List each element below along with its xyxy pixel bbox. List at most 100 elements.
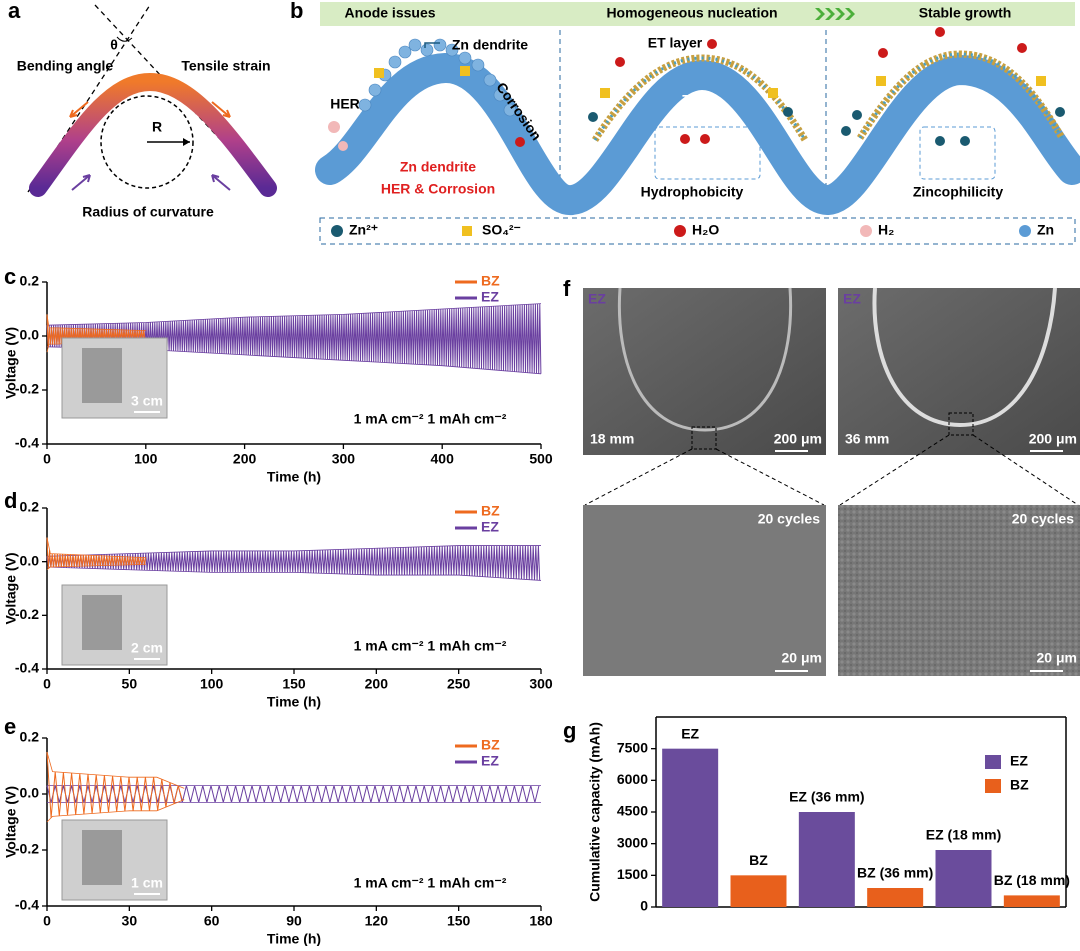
- legend-label: EZ: [481, 753, 499, 769]
- label: EZ: [588, 291, 606, 307]
- upper-envelope: [46, 303, 542, 326]
- scale-label: 200 μm: [1029, 431, 1077, 447]
- label: Zincophilicity: [913, 184, 1003, 200]
- legend-label: BZ: [481, 273, 500, 289]
- x-tick-label: 300: [332, 451, 356, 467]
- x-tick-label: 180: [529, 913, 553, 929]
- scale-label: 1 cm: [131, 875, 163, 891]
- y-tick-label: 4500: [617, 803, 648, 819]
- y-tick-label: 0.2: [20, 729, 40, 745]
- x-tick-label: 500: [529, 451, 553, 467]
- lower-envelope: [46, 566, 542, 581]
- label: Zn: [946, 93, 963, 109]
- stage-bar: [320, 2, 1075, 26]
- label: HER: [330, 96, 360, 112]
- x-tick-label: 300: [529, 676, 553, 692]
- y-axis-title: Voltage (V): [3, 786, 19, 858]
- legend-swatch: [985, 755, 1001, 769]
- legend-box: [319, 217, 1076, 245]
- annotation: 1 mA cm⁻² 1 mAh cm⁻²: [354, 411, 507, 427]
- legend-label: Zn²⁺: [349, 222, 378, 238]
- label: Zn dendrite: [400, 159, 476, 175]
- stage: Anode issues: [344, 5, 435, 21]
- oscillation: [46, 751, 183, 818]
- legend-label: BZ: [1010, 777, 1029, 793]
- x-tick-label: 200: [365, 676, 389, 692]
- upper-envelope: [46, 751, 185, 789]
- upper-envelope: [46, 537, 146, 559]
- x-tick-label: 60: [204, 913, 220, 929]
- y-axis-title: Cumulative capacity (mAh): [587, 722, 603, 902]
- y-tick-label: -0.4: [15, 660, 39, 676]
- micrographs: EZ 18 mm 200 μm EZ 36 mm 200 μm 20 cycle…: [583, 287, 1080, 676]
- scale-label: 200 μm: [774, 431, 822, 447]
- x-tick-label: 250: [447, 676, 471, 692]
- x-tick-label: 100: [200, 676, 224, 692]
- x-tick-label: 120: [365, 913, 389, 929]
- x-tick-label: 0: [43, 913, 51, 929]
- y-tick-label: -0.2: [15, 841, 39, 857]
- panel-label: b: [290, 0, 303, 23]
- bar: [935, 850, 992, 907]
- legend-label: H₂: [878, 222, 894, 238]
- annotation: 1 mA cm⁻² 1 mAh cm⁻²: [354, 638, 507, 654]
- x-tick-label: 100: [134, 451, 158, 467]
- lower-envelope: [46, 799, 185, 823]
- inset-object: [82, 348, 122, 403]
- bar-label: BZ (18 mm): [994, 872, 1070, 888]
- y-tick-label: 6000: [617, 771, 648, 787]
- label: ET layer: [648, 35, 703, 51]
- panel-label: c: [4, 264, 16, 289]
- lower-envelope: [46, 563, 146, 571]
- legend-label: SO₄²⁻: [482, 222, 521, 238]
- x-tick-label: 30: [122, 913, 138, 929]
- oscillation: [46, 545, 541, 581]
- x-tick-label: 200: [233, 451, 257, 467]
- label: EZ: [843, 291, 861, 307]
- upper-envelope: [46, 314, 146, 331]
- x-tick-label: 50: [122, 676, 138, 692]
- bar: [730, 875, 787, 907]
- label: Bending angle: [17, 58, 114, 74]
- y-tick-label: 0: [640, 898, 648, 914]
- oscillation: [46, 537, 147, 569]
- bar: [798, 812, 855, 907]
- inset-object: [82, 595, 122, 650]
- y-tick-label: 1500: [617, 866, 648, 882]
- y-tick-label: 0.0: [20, 785, 40, 801]
- scale-label: 20 μm: [782, 650, 822, 666]
- y-tick-label: 0.0: [20, 552, 40, 568]
- y-tick-label: 0.2: [20, 273, 40, 289]
- y-tick-label: -0.4: [15, 435, 39, 451]
- bar-label: EZ (18 mm): [926, 827, 1001, 843]
- legend-label: BZ: [481, 503, 500, 519]
- panel-label: e: [4, 714, 16, 739]
- legend-label: EZ: [1010, 753, 1028, 769]
- label: θ: [110, 37, 118, 53]
- bar-label: EZ: [681, 725, 699, 741]
- bar: [1003, 895, 1060, 907]
- y-tick-label: -0.2: [15, 381, 39, 397]
- x-tick-label: 90: [286, 913, 302, 929]
- inset-object: [82, 830, 122, 885]
- diagram-b: Anode issues Homogeneous nucleation Stab…: [315, 2, 1080, 245]
- y-tick-label: 7500: [617, 739, 648, 755]
- label: 36 mm: [845, 431, 889, 447]
- label: Zn: [419, 91, 436, 107]
- legend-label: EZ: [481, 519, 499, 535]
- legend-label: H₂O: [692, 222, 719, 238]
- bar: [867, 888, 924, 907]
- panel-label: f: [563, 276, 571, 301]
- x-tick-label: 0: [43, 676, 51, 692]
- x-axis-title: Time (h): [267, 931, 321, 946]
- scale-label: 20 μm: [1037, 650, 1077, 666]
- scale-label: 2 cm: [131, 640, 163, 656]
- y-tick-label: 3000: [617, 834, 648, 850]
- legend-label: Zn: [1037, 222, 1054, 238]
- scale-label: 3 cm: [131, 393, 163, 409]
- label: HER & Corrosion: [381, 181, 495, 197]
- stage: Homogeneous nucleation: [606, 5, 777, 21]
- y-tick-label: 0.0: [20, 327, 40, 343]
- y-axis-title: Voltage (V): [3, 552, 19, 624]
